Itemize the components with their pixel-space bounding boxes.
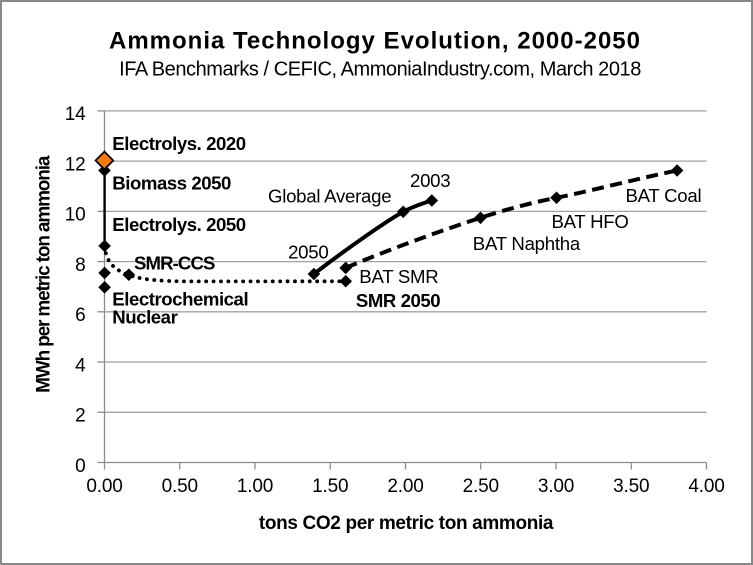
svg-text:Electrochemical: Electrochemical bbox=[112, 289, 248, 310]
svg-text:BAT SMR: BAT SMR bbox=[359, 266, 438, 287]
svg-text:Electrolys. 2050: Electrolys. 2050 bbox=[112, 214, 245, 235]
svg-text:1.00: 1.00 bbox=[237, 476, 273, 497]
svg-text:8: 8 bbox=[75, 255, 85, 276]
svg-text:2.00: 2.00 bbox=[387, 476, 423, 497]
svg-text:SMR 2050: SMR 2050 bbox=[356, 290, 440, 311]
svg-text:Global Average: Global Average bbox=[268, 185, 391, 206]
svg-text:Nuclear: Nuclear bbox=[112, 306, 177, 327]
svg-text:4: 4 bbox=[75, 355, 86, 376]
svg-text:SMR-CCS: SMR-CCS bbox=[134, 252, 215, 273]
svg-text:3.50: 3.50 bbox=[613, 476, 649, 497]
svg-text:10: 10 bbox=[65, 205, 86, 226]
svg-text:Biomass 2050: Biomass 2050 bbox=[112, 173, 231, 194]
svg-text:14: 14 bbox=[65, 104, 86, 125]
svg-text:2003: 2003 bbox=[410, 170, 450, 191]
svg-text:0.00: 0.00 bbox=[86, 476, 122, 497]
svg-text:1.50: 1.50 bbox=[312, 476, 348, 497]
svg-text:0: 0 bbox=[75, 456, 85, 477]
svg-text:3.00: 3.00 bbox=[538, 476, 574, 497]
svg-text:tons CO2 per metric ton ammoni: tons CO2 per metric ton ammonia bbox=[259, 513, 554, 534]
svg-text:6: 6 bbox=[75, 305, 85, 326]
svg-text:BAT Naphtha: BAT Naphtha bbox=[473, 233, 581, 254]
svg-text:BAT Coal: BAT Coal bbox=[626, 185, 702, 206]
svg-text:BAT HFO: BAT HFO bbox=[552, 211, 629, 232]
svg-text:2050: 2050 bbox=[288, 241, 328, 262]
svg-text:Electrolys. 2020: Electrolys. 2020 bbox=[112, 133, 245, 154]
svg-text:MWh per metric ton ammonia: MWh per metric ton ammonia bbox=[34, 155, 55, 393]
svg-text:IFA Benchmarks / CEFIC, Ammoni: IFA Benchmarks / CEFIC, AmmoniaIndustry.… bbox=[119, 58, 641, 80]
svg-text:2.50: 2.50 bbox=[463, 476, 499, 497]
svg-text:12: 12 bbox=[65, 154, 86, 175]
svg-text:0.50: 0.50 bbox=[162, 476, 198, 497]
svg-text:4.00: 4.00 bbox=[688, 476, 724, 497]
svg-text:2: 2 bbox=[75, 406, 85, 427]
svg-text:Ammonia Technology Evolution,: Ammonia Technology Evolution, 2000-2050 bbox=[109, 28, 641, 55]
